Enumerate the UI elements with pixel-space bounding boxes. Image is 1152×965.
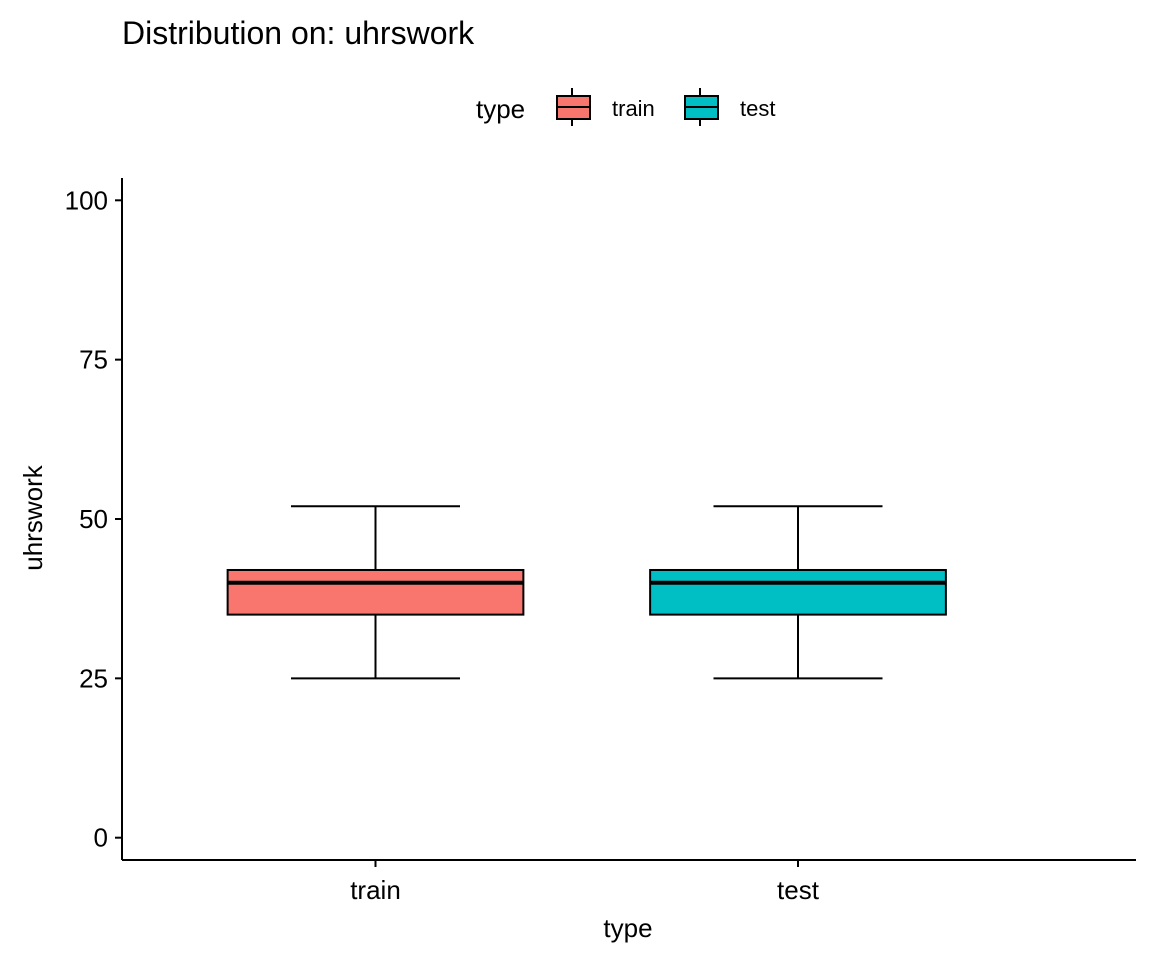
y-tick-label: 50 bbox=[79, 504, 108, 534]
y-tick-label: 75 bbox=[79, 345, 108, 375]
box-body bbox=[649, 568, 947, 616]
y-tick-label: 100 bbox=[65, 185, 108, 215]
x-axis-title: type bbox=[603, 913, 652, 943]
y-tick-label: 0 bbox=[94, 823, 108, 853]
plot-area: 0 25 50 75 100 train test bbox=[65, 178, 1136, 905]
legend-keys: train test bbox=[556, 88, 775, 126]
x-tick-label: test bbox=[777, 875, 820, 905]
box-body bbox=[226, 568, 525, 616]
legend-key-test: test bbox=[684, 88, 775, 126]
legend: type train test bbox=[476, 88, 775, 126]
legend-title: type bbox=[476, 94, 525, 124]
chart-title: Distribution on: uhrswork bbox=[122, 15, 475, 51]
legend-label: test bbox=[740, 96, 775, 121]
x-tick-label: train bbox=[350, 875, 401, 905]
legend-key-train: train bbox=[556, 88, 655, 126]
box-train bbox=[226, 505, 525, 680]
legend-label: train bbox=[612, 96, 655, 121]
box-test bbox=[649, 505, 947, 680]
y-axis-title: uhrswork bbox=[18, 464, 48, 570]
y-tick-label: 25 bbox=[79, 663, 108, 693]
